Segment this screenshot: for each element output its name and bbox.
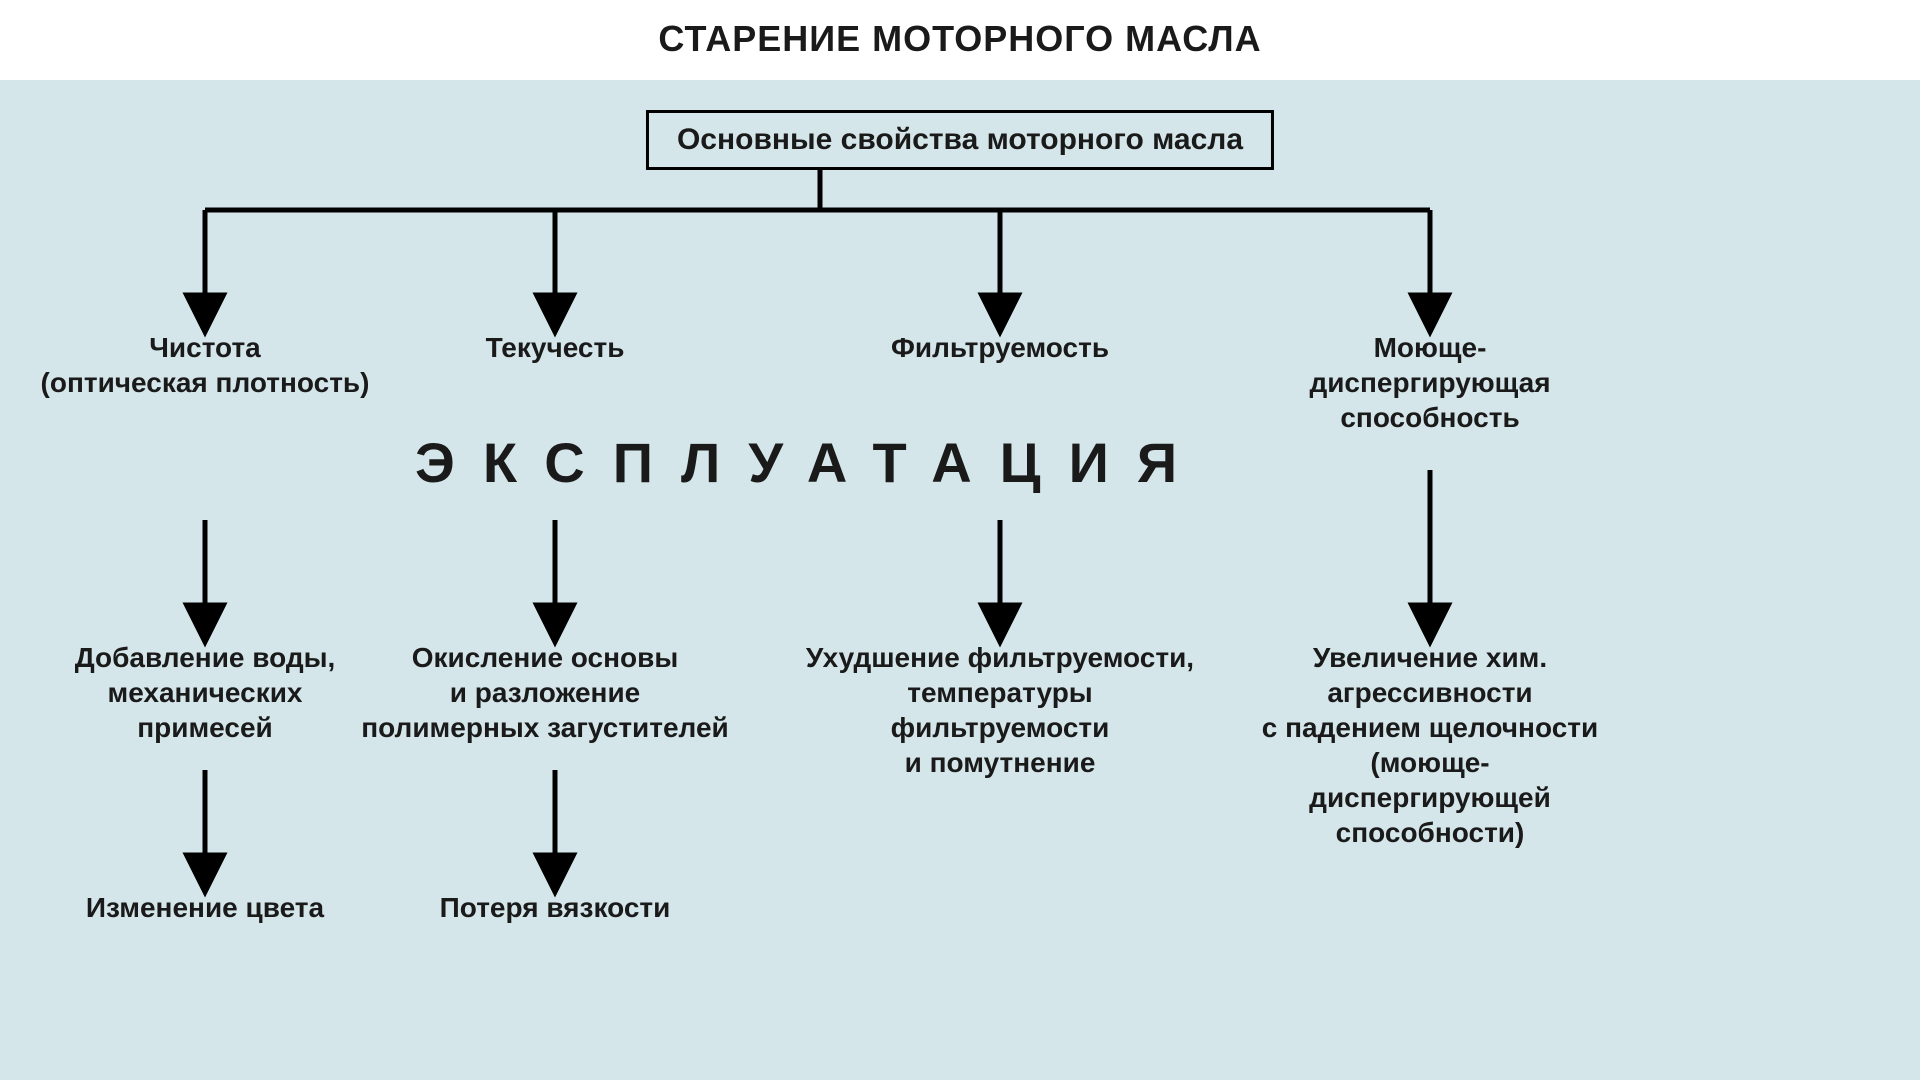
level3-node: Потеря вязкости	[440, 890, 671, 925]
diagram-panel: Основные свойства моторного масла Чистот…	[0, 80, 1920, 1080]
level1-node: Текучесть	[486, 330, 625, 365]
level1-node: Фильтруемость	[891, 330, 1109, 365]
level2-node: Ухудшение фильтруемости,температурыфильт…	[806, 640, 1194, 780]
level3-node: Изменение цвета	[86, 890, 324, 925]
diagram-title: СТАРЕНИЕ МОТОРНОГО МАСЛА	[0, 0, 1920, 78]
level1-node: Чистота(оптическая плотность)	[41, 330, 370, 400]
level2-node: Увеличение хим.агрессивностис падением щ…	[1262, 640, 1598, 850]
level2-node: Окисление основыи разложениеполимерных з…	[361, 640, 729, 745]
level2-node: Добавление воды,механическихпримесей	[75, 640, 336, 745]
diagram-edges	[0, 80, 1920, 1080]
exploitation-banner: ЭКСПЛУАТАЦИЯ	[415, 430, 1205, 495]
level1-node: Моюще-диспергирующаяспособность	[1309, 330, 1550, 435]
